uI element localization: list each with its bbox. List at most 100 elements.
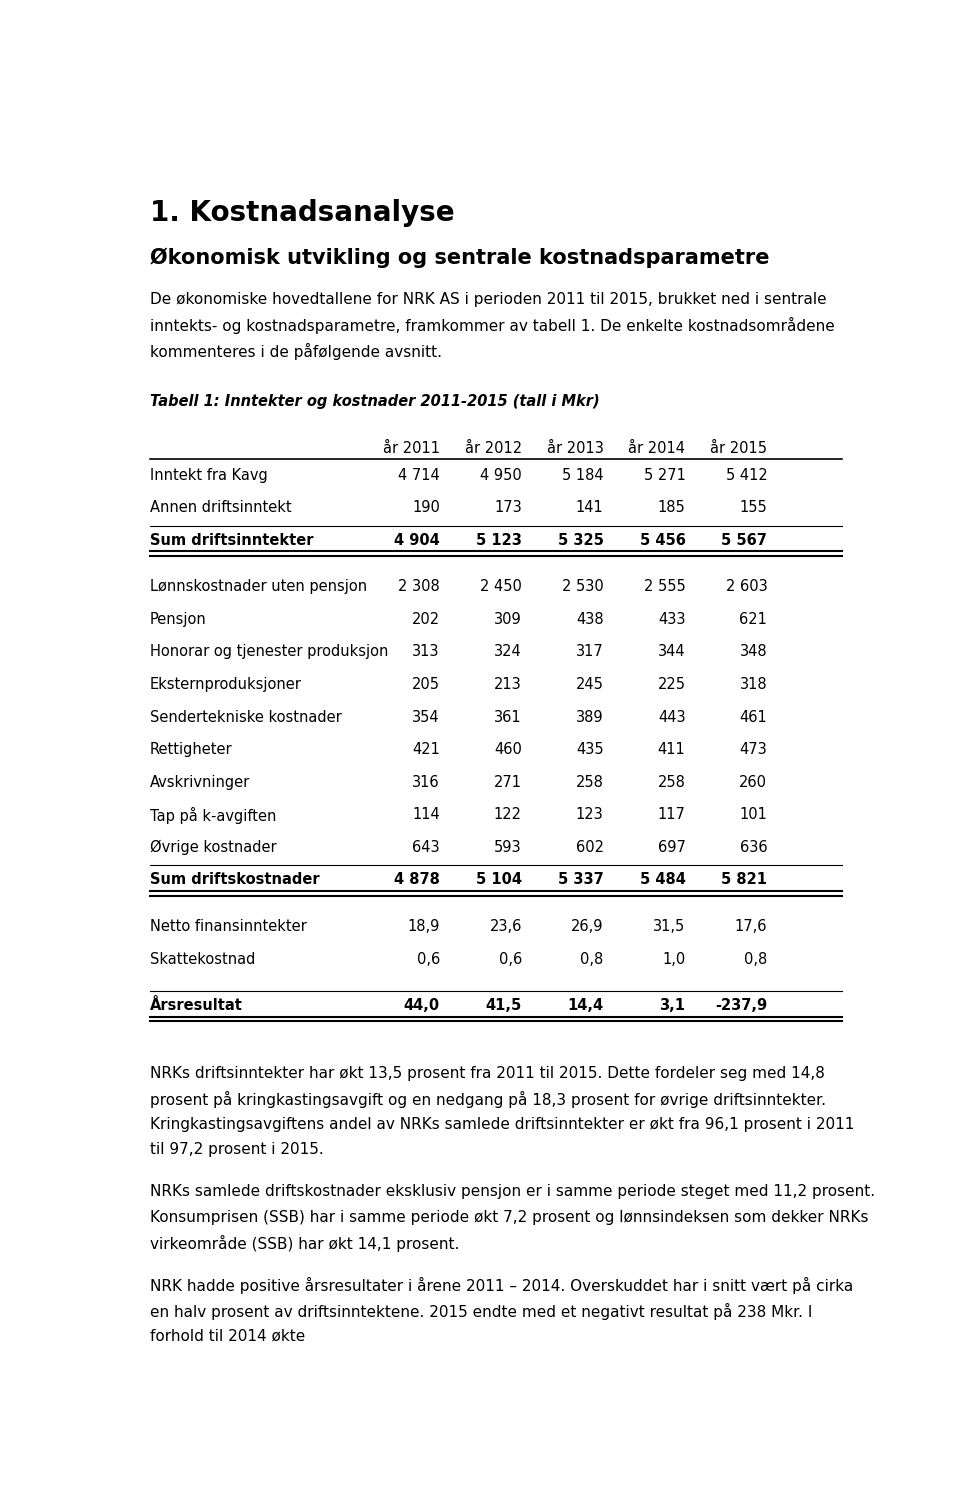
- Text: 117: 117: [658, 807, 685, 822]
- Text: Eksternproduksjoner: Eksternproduksjoner: [150, 677, 301, 692]
- Text: 185: 185: [658, 500, 685, 515]
- Text: Pensjon: Pensjon: [150, 612, 206, 627]
- Text: 114: 114: [412, 807, 440, 822]
- Text: 344: 344: [658, 644, 685, 659]
- Text: Tabell 1: Inntekter og kostnader 2011-2015 (tall i Mkr): Tabell 1: Inntekter og kostnader 2011-20…: [150, 394, 599, 409]
- Text: 636: 636: [739, 840, 767, 855]
- Text: 389: 389: [576, 710, 604, 725]
- Text: Honorar og tjenester produksjon: Honorar og tjenester produksjon: [150, 644, 388, 659]
- Text: 225: 225: [658, 677, 685, 692]
- Text: 421: 421: [412, 742, 440, 757]
- Text: 258: 258: [576, 775, 604, 790]
- Text: 4 714: 4 714: [398, 467, 440, 482]
- Text: 4 904: 4 904: [395, 533, 440, 547]
- Text: 5 184: 5 184: [562, 467, 604, 482]
- Text: 258: 258: [658, 775, 685, 790]
- Text: 324: 324: [494, 644, 522, 659]
- Text: inntekts- og kostnadsparametre, framkommer av tabell 1. De enkelte kostnadsområd: inntekts- og kostnadsparametre, framkomm…: [150, 317, 834, 334]
- Text: NRK hadde positive årsresultater i årene 2011 – 2014. Overskuddet har i snitt væ: NRK hadde positive årsresultater i årene…: [150, 1277, 853, 1295]
- Text: prosent på kringkastingsavgift og en nedgang på 18,3 prosent for øvrige driftsin: prosent på kringkastingsavgift og en ned…: [150, 1091, 826, 1108]
- Text: 2 530: 2 530: [562, 579, 604, 594]
- Text: 354: 354: [412, 710, 440, 725]
- Text: Rettigheter: Rettigheter: [150, 742, 232, 757]
- Text: 443: 443: [658, 710, 685, 725]
- Text: Sum driftsinntekter: Sum driftsinntekter: [150, 533, 313, 547]
- Text: 361: 361: [494, 710, 522, 725]
- Text: 5 104: 5 104: [476, 872, 522, 887]
- Text: en halv prosent av driftsinntektene. 2015 endte med et negativt resultat på 238 : en halv prosent av driftsinntektene. 201…: [150, 1302, 812, 1321]
- Text: 433: 433: [658, 612, 685, 627]
- Text: 101: 101: [739, 807, 767, 822]
- Text: år 2013: år 2013: [547, 441, 604, 456]
- Text: 4 950: 4 950: [480, 467, 522, 482]
- Text: -237,9: -237,9: [715, 999, 767, 1012]
- Text: 245: 245: [576, 677, 604, 692]
- Text: virkeområde (SSB) har økt 14,1 prosent.: virkeområde (SSB) har økt 14,1 prosent.: [150, 1236, 459, 1253]
- Text: Sum driftskostnader: Sum driftskostnader: [150, 872, 320, 887]
- Text: 2 603: 2 603: [726, 579, 767, 594]
- Text: 5 271: 5 271: [643, 467, 685, 482]
- Text: 155: 155: [739, 500, 767, 515]
- Text: 173: 173: [494, 500, 522, 515]
- Text: 271: 271: [493, 775, 522, 790]
- Text: 41,5: 41,5: [486, 999, 522, 1012]
- Text: 318: 318: [739, 677, 767, 692]
- Text: 461: 461: [739, 710, 767, 725]
- Text: år 2012: år 2012: [465, 441, 522, 456]
- Text: 202: 202: [412, 612, 440, 627]
- Text: 5 567: 5 567: [721, 533, 767, 547]
- Text: år 2011: år 2011: [383, 441, 440, 456]
- Text: 17,6: 17,6: [734, 919, 767, 934]
- Text: 4 878: 4 878: [394, 872, 440, 887]
- Text: 5 412: 5 412: [726, 467, 767, 482]
- Text: 1,0: 1,0: [662, 952, 685, 967]
- Text: forhold til 2014 økte: forhold til 2014 økte: [150, 1328, 305, 1343]
- Text: 122: 122: [493, 807, 522, 822]
- Text: 317: 317: [576, 644, 604, 659]
- Text: Kringkastingsavgiftens andel av NRKs samlede driftsinntekter er økt fra 96,1 pro: Kringkastingsavgiftens andel av NRKs sam…: [150, 1117, 854, 1132]
- Text: Inntekt fra Kavg: Inntekt fra Kavg: [150, 467, 268, 482]
- Text: Tap på k-avgiften: Tap på k-avgiften: [150, 807, 276, 825]
- Text: 348: 348: [739, 644, 767, 659]
- Text: 2 308: 2 308: [398, 579, 440, 594]
- Text: til 97,2 prosent i 2015.: til 97,2 prosent i 2015.: [150, 1142, 324, 1157]
- Text: 473: 473: [739, 742, 767, 757]
- Text: 5 484: 5 484: [639, 872, 685, 887]
- Text: NRKs samlede driftskostnader eksklusiv pensjon er i samme periode steget med 11,: NRKs samlede driftskostnader eksklusiv p…: [150, 1185, 875, 1200]
- Text: 31,5: 31,5: [653, 919, 685, 934]
- Text: Sendertekniske kostnader: Sendertekniske kostnader: [150, 710, 342, 725]
- Text: 0,6: 0,6: [498, 952, 522, 967]
- Text: 0,8: 0,8: [744, 952, 767, 967]
- Text: 621: 621: [739, 612, 767, 627]
- Text: 316: 316: [412, 775, 440, 790]
- Text: Årsresultat: Årsresultat: [150, 999, 243, 1012]
- Text: 23,6: 23,6: [490, 919, 522, 934]
- Text: Økonomisk utvikling og sentrale kostnadsparametre: Økonomisk utvikling og sentrale kostnads…: [150, 248, 769, 267]
- Text: Netto finansinntekter: Netto finansinntekter: [150, 919, 306, 934]
- Text: 309: 309: [494, 612, 522, 627]
- Text: NRKs driftsinntekter har økt 13,5 prosent fra 2011 til 2015. Dette fordeler seg : NRKs driftsinntekter har økt 13,5 prosen…: [150, 1065, 825, 1080]
- Text: 593: 593: [494, 840, 522, 855]
- Text: 213: 213: [494, 677, 522, 692]
- Text: 260: 260: [739, 775, 767, 790]
- Text: år 2014: år 2014: [629, 441, 685, 456]
- Text: 5 123: 5 123: [476, 533, 522, 547]
- Text: De økonomiske hovedtallene for NRK AS i perioden 2011 til 2015, brukket ned i se: De økonomiske hovedtallene for NRK AS i …: [150, 292, 827, 307]
- Text: 460: 460: [493, 742, 522, 757]
- Text: 643: 643: [412, 840, 440, 855]
- Text: 123: 123: [576, 807, 604, 822]
- Text: år 2015: år 2015: [710, 441, 767, 456]
- Text: 0,6: 0,6: [417, 952, 440, 967]
- Text: Lønnskostnader uten pensjon: Lønnskostnader uten pensjon: [150, 579, 367, 594]
- Text: kommenteres i de påfølgende avsnitt.: kommenteres i de påfølgende avsnitt.: [150, 343, 442, 360]
- Text: 5 821: 5 821: [721, 872, 767, 887]
- Text: 697: 697: [658, 840, 685, 855]
- Text: Øvrige kostnader: Øvrige kostnader: [150, 840, 276, 855]
- Text: 313: 313: [413, 644, 440, 659]
- Text: 435: 435: [576, 742, 604, 757]
- Text: 5 325: 5 325: [558, 533, 604, 547]
- Text: 2 555: 2 555: [644, 579, 685, 594]
- Text: 141: 141: [576, 500, 604, 515]
- Text: 5 337: 5 337: [558, 872, 604, 887]
- Text: 602: 602: [576, 840, 604, 855]
